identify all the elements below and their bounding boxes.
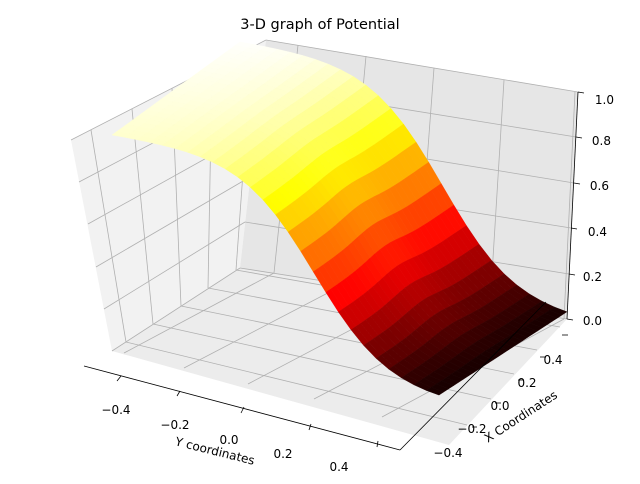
z-tick-label: 0.8 xyxy=(592,134,611,148)
y-axis-label: Y coordinates xyxy=(173,434,256,468)
y-tick-label: −0.2 xyxy=(160,418,189,432)
z-tick-labels: 0.0 0.2 0.4 0.6 0.8 1.0 xyxy=(583,93,614,328)
y-tick-label: −0.4 xyxy=(101,403,130,417)
x-tick-label: 0.0 xyxy=(490,399,509,413)
tick-marks xyxy=(116,91,585,448)
surface-facet xyxy=(425,386,445,396)
z-tick-label: 1.0 xyxy=(595,93,614,107)
x-tick-label: −0.2 xyxy=(457,422,486,436)
x-axis-line xyxy=(399,301,547,451)
y-tick-label: 0.2 xyxy=(273,447,292,461)
y-tick-labels: −0.4 −0.2 0.0 0.2 0.4 xyxy=(101,403,348,474)
y-axis-line xyxy=(83,365,401,451)
z-tick-label: 0.0 xyxy=(583,314,602,328)
z-tick-label: 0.4 xyxy=(588,225,607,239)
y-tick-label: 0.4 xyxy=(329,460,348,474)
z-tick-label: 0.6 xyxy=(590,179,609,193)
z-axis-line xyxy=(566,91,579,320)
chart-title: 3-D graph of Potential xyxy=(240,17,399,33)
x-tick-label: 0.4 xyxy=(543,353,562,367)
x-tick-labels: −0.4 −0.2 0.0 0.2 0.4 xyxy=(433,353,562,460)
z-tick-label: 0.2 xyxy=(583,270,602,284)
x-tick-label: −0.4 xyxy=(433,446,462,460)
potential-surface xyxy=(111,41,568,396)
y-tick-label: 0.0 xyxy=(219,433,238,447)
axis-lines xyxy=(83,91,579,451)
x-tick-label: 0.2 xyxy=(517,376,536,390)
